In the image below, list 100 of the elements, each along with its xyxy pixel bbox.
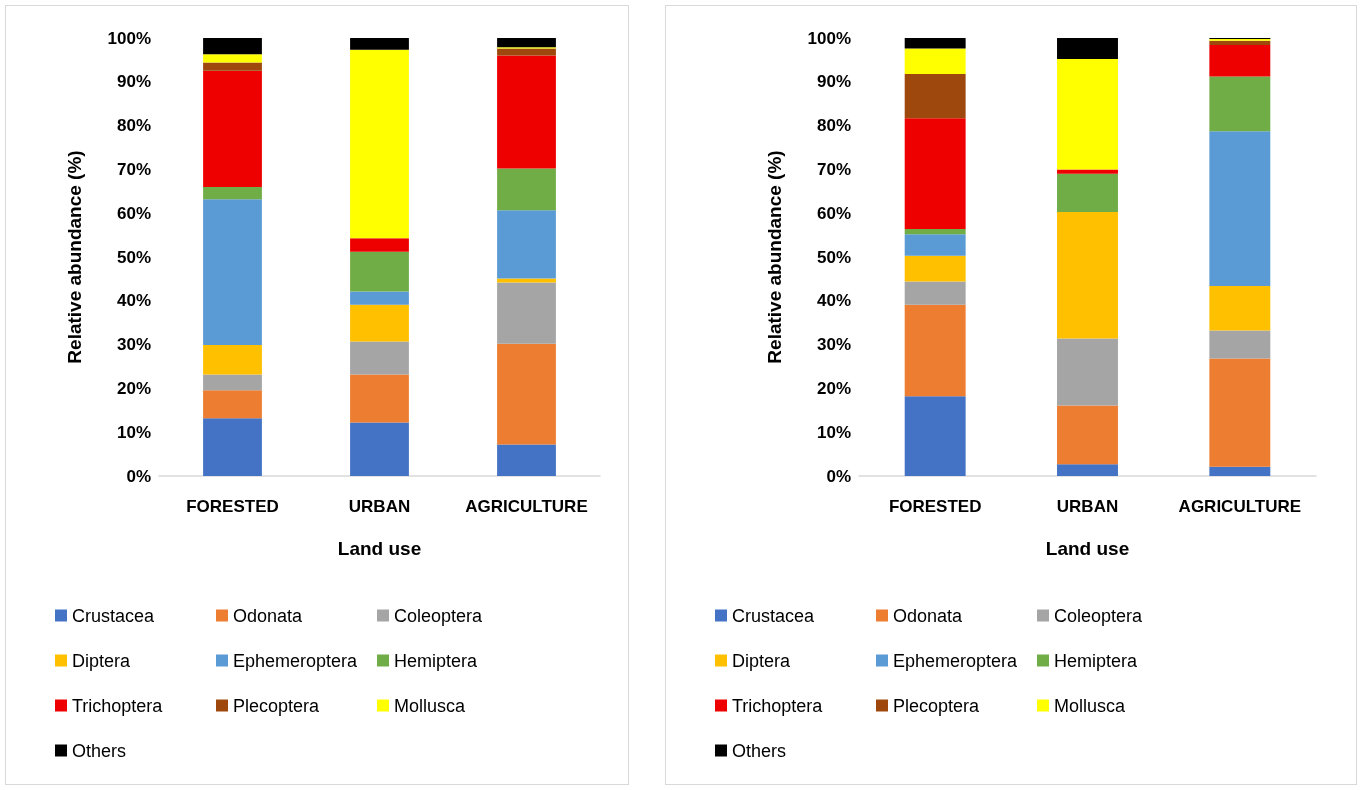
bar <box>203 186 262 200</box>
legend-label: Mollusca <box>394 695 467 716</box>
x-axis-title: Land use <box>1045 538 1130 559</box>
bar <box>497 38 556 48</box>
legend-label: Odonata <box>233 605 304 626</box>
legend-label: Odonata <box>893 605 964 626</box>
legend-label: Coleoptera <box>394 605 484 626</box>
bar <box>497 282 556 344</box>
bar <box>203 38 262 55</box>
x-tick-label: FORESTED <box>186 497 279 516</box>
bar <box>904 234 966 256</box>
bar <box>1057 169 1118 174</box>
legend-label: Hemiptera <box>394 650 479 671</box>
bar <box>350 38 409 50</box>
y-tick-label: 100% <box>107 28 151 48</box>
bar <box>1209 131 1271 286</box>
y-tick-label: 10% <box>816 422 851 442</box>
bar <box>904 304 966 397</box>
y-tick-label: 90% <box>816 72 851 92</box>
y-tick-label: 30% <box>816 335 851 355</box>
x-tick-label: URBAN <box>1056 497 1119 516</box>
bar <box>203 374 262 391</box>
bar <box>203 390 262 419</box>
bar <box>497 55 556 169</box>
y-axis-title: Relative abundance (%) <box>64 150 85 364</box>
bar <box>1209 285 1271 331</box>
bar <box>350 341 409 375</box>
bar <box>203 418 262 476</box>
bar <box>350 49 409 239</box>
bar <box>1057 405 1118 465</box>
y-tick-label: 10% <box>116 422 151 442</box>
bar <box>203 62 262 71</box>
bar <box>1057 211 1118 339</box>
y-tick-label: 70% <box>116 159 151 179</box>
y-tick-label: 90% <box>116 72 151 92</box>
y-tick-label: 0% <box>126 466 151 486</box>
legend-label: Mollusca <box>1054 695 1127 716</box>
legend-label: Plecoptera <box>233 695 321 716</box>
bar <box>350 304 409 342</box>
bar <box>1209 76 1271 132</box>
y-tick-label: 40% <box>816 291 851 311</box>
y-tick-label: 50% <box>816 247 851 267</box>
y-tick-label: 30% <box>116 335 151 355</box>
y-tick-label: 40% <box>116 291 151 311</box>
legend-label: Trichoptera <box>72 695 164 716</box>
bar <box>497 168 556 211</box>
bar <box>1209 358 1271 467</box>
x-tick-label: URBAN <box>348 497 411 516</box>
bar <box>1057 464 1118 476</box>
bar <box>1057 173 1118 212</box>
bar <box>350 422 409 476</box>
legend-label: Others <box>732 740 787 761</box>
bar <box>904 228 966 235</box>
bar <box>203 70 262 187</box>
legend-label: Ephemeroptera <box>233 650 359 671</box>
bar <box>350 374 409 423</box>
y-axis-title: Relative abundance (%) <box>764 150 785 364</box>
x-tick-label: AGRICULTURE <box>465 497 588 516</box>
bar <box>1209 330 1271 359</box>
legend-label: Ephemeroptera <box>893 650 1019 671</box>
y-tick-label: 100% <box>807 28 851 48</box>
bar <box>1057 338 1118 406</box>
bar <box>904 281 966 305</box>
bar <box>904 255 966 282</box>
bar <box>904 396 966 476</box>
bar <box>497 210 556 279</box>
bar <box>1209 40 1271 46</box>
bar <box>203 199 262 346</box>
bar <box>904 118 966 229</box>
y-tick-label: 60% <box>816 203 851 223</box>
y-tick-label: 80% <box>116 116 151 136</box>
bar <box>904 48 966 74</box>
x-tick-label: FORESTED <box>888 497 982 516</box>
bar <box>1209 45 1271 77</box>
bar <box>497 48 556 56</box>
x-tick-label: AGRICULTURE <box>1178 497 1302 516</box>
bar <box>203 54 262 63</box>
bar <box>1057 38 1118 60</box>
y-tick-label: 60% <box>116 203 151 223</box>
legend-label: Diptera <box>732 650 792 671</box>
bar <box>497 343 556 445</box>
bar <box>904 38 966 49</box>
y-tick-label: 20% <box>816 378 851 398</box>
legend-label: Plecoptera <box>893 695 981 716</box>
y-tick-label: 0% <box>826 466 851 486</box>
bar <box>497 444 556 476</box>
x-axis-title: Land use <box>337 538 422 559</box>
y-tick-label: 70% <box>816 159 851 179</box>
bar <box>497 278 556 283</box>
bar <box>904 73 966 119</box>
legend-label: Others <box>72 740 127 761</box>
y-tick-label: 20% <box>116 378 151 398</box>
bar <box>1057 59 1118 170</box>
legend-label: Crustacea <box>72 605 156 626</box>
bar <box>350 238 409 252</box>
bar <box>1209 466 1271 476</box>
bar <box>350 251 409 292</box>
y-tick-label: 50% <box>116 247 151 267</box>
y-tick-label: 80% <box>816 116 851 136</box>
bar <box>350 291 409 305</box>
